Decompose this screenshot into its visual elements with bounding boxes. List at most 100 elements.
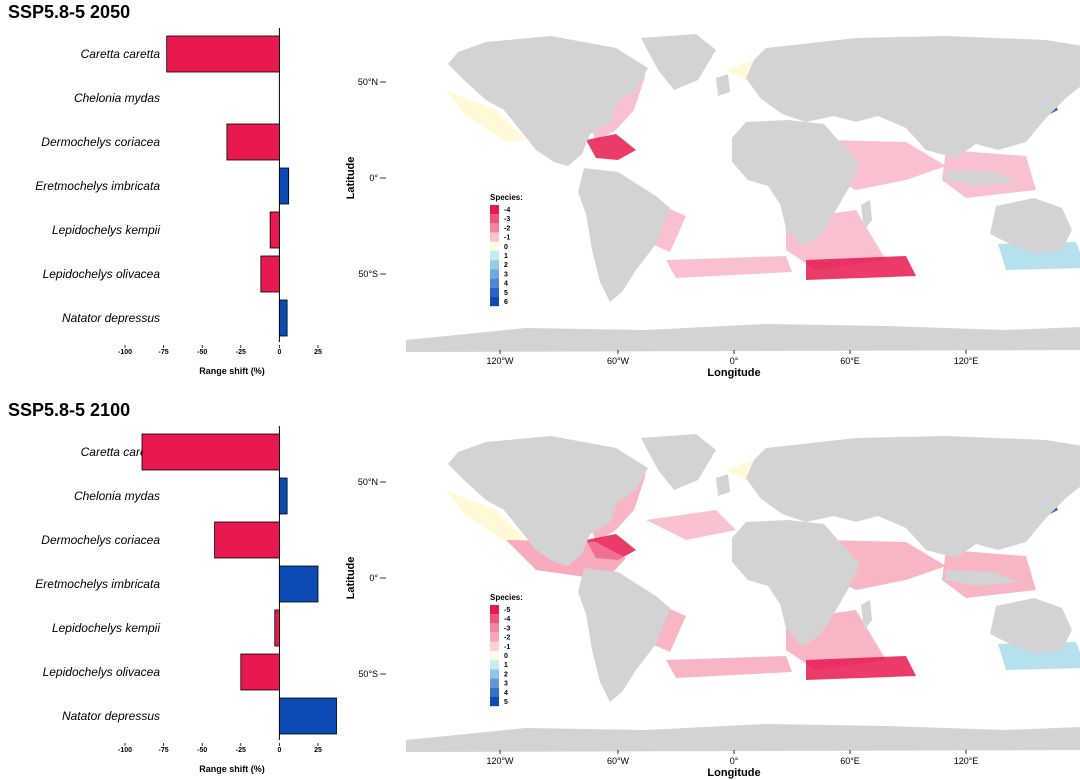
legend-swatch — [490, 641, 499, 651]
habitat-band — [652, 208, 686, 252]
legend-label: 5 — [504, 290, 508, 297]
x-tick-label: -100 — [118, 747, 132, 754]
habitat-band — [826, 540, 946, 590]
habitat-band — [666, 656, 792, 678]
legend-swatch — [490, 614, 499, 624]
map-2100: 50°N 0° 50°S Latitude 120°W 60°W 0° 60°E 120°E Lo… — [345, 434, 1080, 779]
species-label: Chelonia mydas — [74, 91, 160, 105]
panel-title-2050: SSP5.8-5 2050 — [8, 2, 131, 22]
land-mass — [641, 434, 716, 490]
lon-tick-label: 60°E — [840, 356, 860, 366]
legend-label: 4 — [504, 281, 508, 288]
land-mass — [861, 600, 872, 630]
land-mass — [406, 724, 1080, 752]
legend-swatch — [490, 297, 499, 307]
land-mass — [716, 474, 730, 496]
species-label: Lepidochelys olivacea — [43, 267, 161, 281]
species-label: Natator depressus — [62, 311, 160, 325]
land-mass — [746, 436, 1080, 558]
habitat-band — [646, 510, 736, 540]
legend-swatch — [490, 214, 499, 224]
range-shift-bar — [278, 167, 290, 205]
range-shift-bar — [278, 299, 288, 337]
range-shift-bar — [274, 609, 280, 647]
lon-tick-label: 120°W — [486, 356, 514, 366]
x-tick-label: -75 — [159, 349, 169, 356]
species-label: Lepidochelys olivacea — [43, 665, 161, 679]
lon-tick-label: 60°W — [607, 756, 630, 766]
legend-swatch — [490, 232, 499, 242]
habitat-band — [586, 134, 636, 160]
legend-swatch — [490, 605, 499, 615]
legend-title: Species: — [490, 193, 523, 202]
legend-label: 1 — [504, 253, 508, 260]
species-label: Lepidochelys kempii — [52, 621, 160, 635]
land-mass — [578, 168, 670, 302]
land-mass — [1022, 90, 1038, 126]
legend-label: 5 — [504, 699, 508, 706]
legend-swatch — [490, 687, 499, 697]
land-mass — [1022, 490, 1038, 526]
lon-tick-label: 120°E — [954, 356, 979, 366]
habitat-band — [652, 608, 686, 652]
x-tick-label: -25 — [236, 349, 246, 356]
map-area — [406, 434, 1080, 752]
x-tick-label: -75 — [159, 747, 169, 754]
species-label: Dermochelys coriacea — [41, 135, 160, 149]
habitat-band — [446, 490, 526, 542]
legend-swatch — [490, 241, 499, 251]
habitat-band — [666, 256, 792, 278]
legend-swatch — [490, 697, 499, 707]
range-shift-bar — [141, 433, 280, 471]
legend-swatch — [490, 632, 499, 642]
land-mass — [946, 570, 1018, 586]
land-mass — [990, 198, 1072, 254]
legend-swatch — [490, 251, 499, 261]
legend-label: 2 — [504, 671, 508, 678]
range-shift-bar — [269, 211, 280, 249]
lon-axis-title: Longitude — [707, 767, 760, 779]
land-mass — [448, 436, 648, 566]
range-shift-bar — [226, 123, 280, 161]
legend-label: 0 — [504, 244, 508, 251]
legend-swatch — [490, 678, 499, 688]
land-mass — [406, 324, 1080, 352]
legend-label: 3 — [504, 271, 508, 278]
lon-tick-label: 0° — [730, 756, 739, 766]
lat-tick-label: 50°S — [358, 669, 378, 679]
legend-swatch — [490, 669, 499, 679]
species-label: Caretta caretta — [81, 47, 161, 61]
legend-swatch — [490, 223, 499, 233]
habitat-band — [806, 656, 916, 680]
lat-tick-label: 0° — [369, 573, 378, 583]
x-tick-label: -25 — [236, 747, 246, 754]
legend-label: -2 — [504, 635, 510, 642]
legend-swatch — [490, 260, 499, 270]
species-label: Eretmochelys imbricata — [35, 179, 160, 193]
legend-label: 2 — [504, 262, 508, 269]
lat-tick-label: 0° — [369, 173, 378, 183]
legend-label: -1 — [504, 235, 510, 242]
range-shift-bar — [166, 35, 280, 73]
species-label: Chelonia mydas — [74, 489, 160, 503]
lat-tick-label: 50°N — [358, 477, 378, 487]
range-shift-bar — [278, 477, 288, 515]
map-2050: 50°N 0° 50°S Latitude 120°W 60°W 0° 60°E 120°E Lo… — [345, 34, 1080, 379]
legend-label: 3 — [504, 681, 508, 688]
legend-swatch — [490, 651, 499, 661]
legend-label: -4 — [504, 616, 510, 623]
lon-axis-title: Longitude — [707, 367, 760, 379]
panel-title-2100: SSP5.8-5 2100 — [8, 400, 131, 420]
legend-swatch — [490, 205, 499, 215]
legend-label: -5 — [504, 607, 510, 614]
lat-axis-title: Latitude — [345, 157, 357, 200]
species-label: Caretta caretta — [81, 445, 161, 459]
legend-swatch — [490, 660, 499, 670]
legend-swatch — [490, 278, 499, 288]
species-label: Natator depressus — [62, 709, 160, 723]
lon-tick-label: 60°E — [840, 756, 860, 766]
legend-label: -4 — [504, 207, 510, 214]
x-tick-label: -50 — [197, 349, 207, 356]
legend-label: -3 — [504, 216, 510, 223]
lat-tick-label: 50°N — [358, 77, 378, 87]
